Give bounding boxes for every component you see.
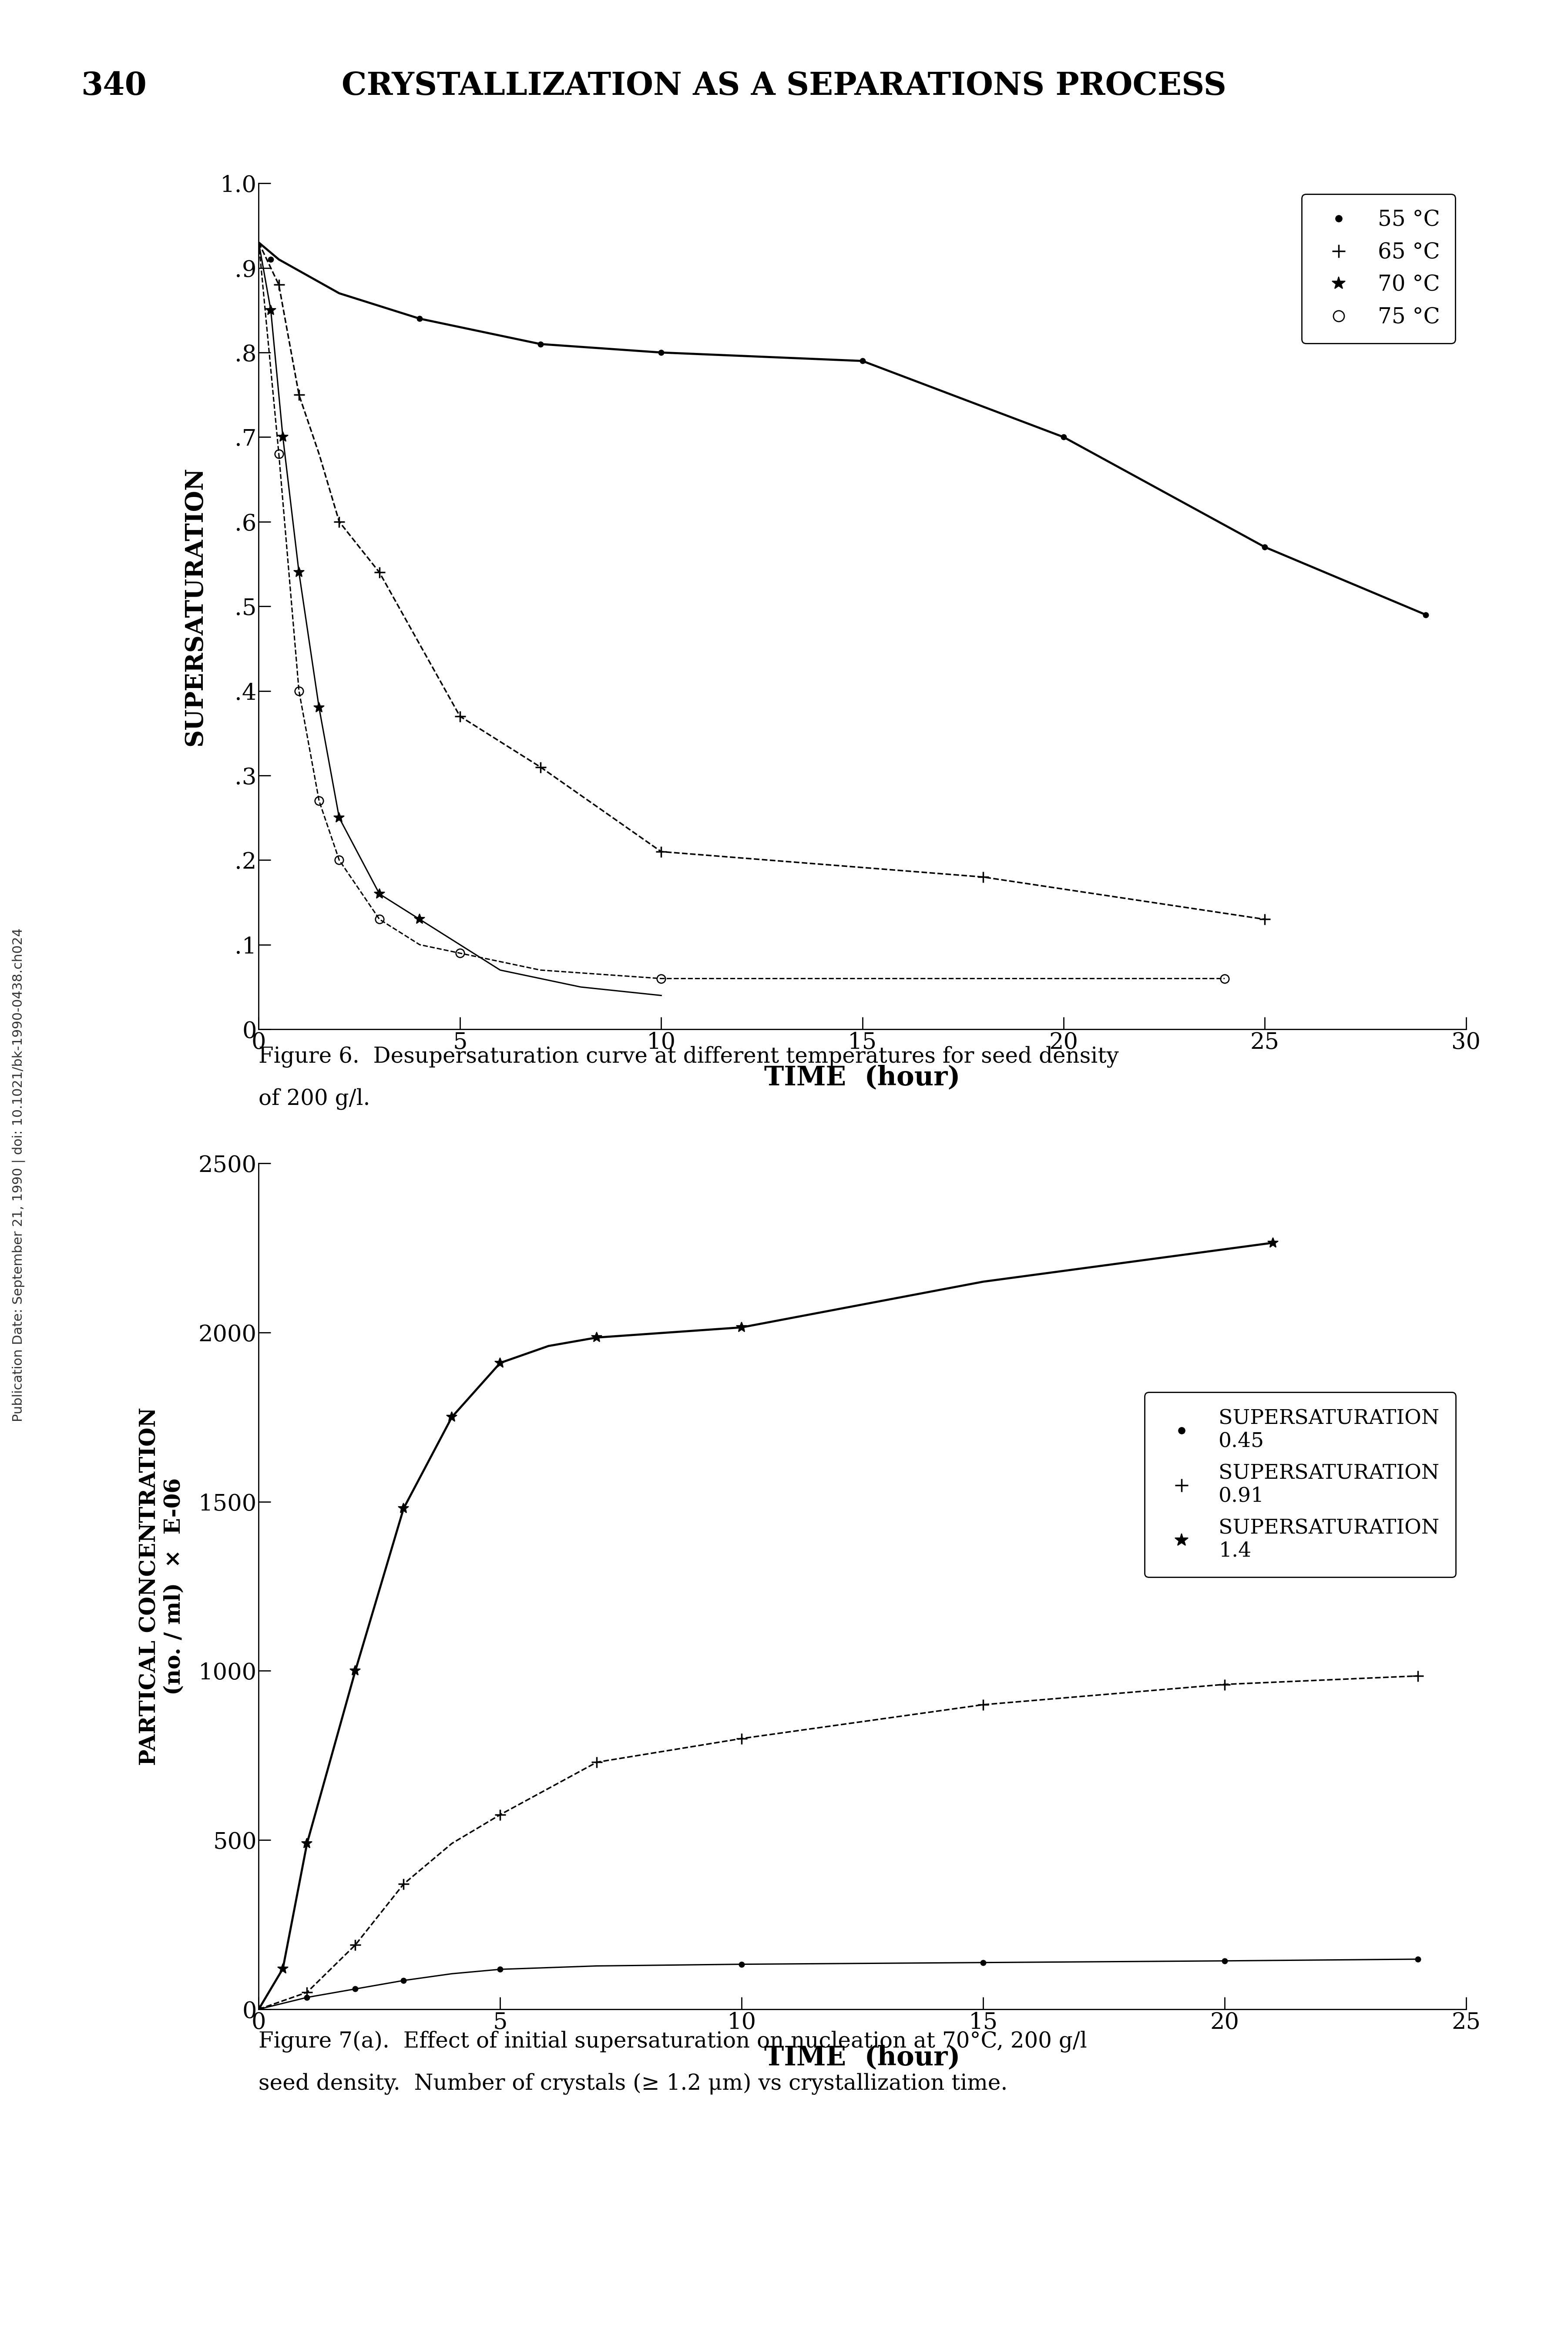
- Text: seed density.  Number of crystals (≥ 1.2 μm) vs crystallization time.: seed density. Number of crystals (≥ 1.2 …: [259, 2073, 1008, 2094]
- Y-axis label: SUPERSATURATION: SUPERSATURATION: [183, 468, 207, 745]
- Text: Figure 7(a).  Effect of initial supersaturation on nucleation at 70°C, 200 g/l: Figure 7(a). Effect of initial supersatu…: [259, 2030, 1087, 2052]
- Text: of 200 g/l.: of 200 g/l.: [259, 1088, 370, 1109]
- Text: CRYSTALLIZATION AS A SEPARATIONS PROCESS: CRYSTALLIZATION AS A SEPARATIONS PROCESS: [342, 70, 1226, 101]
- Legend: SUPERSATURATION
0.45, SUPERSATURATION
0.91, SUPERSATURATION
1.4: SUPERSATURATION 0.45, SUPERSATURATION 0.…: [1145, 1391, 1455, 1577]
- Text: Figure 6.  Desupersaturation curve at different temperatures for seed density: Figure 6. Desupersaturation curve at dif…: [259, 1046, 1120, 1067]
- Legend: 55 °C, 65 °C, 70 °C, 75 °C: 55 °C, 65 °C, 70 °C, 75 °C: [1301, 195, 1455, 343]
- Text: Publication Date: September 21, 1990 | doi: 10.1021/bk-1990-0438.ch024: Publication Date: September 21, 1990 | d…: [13, 928, 25, 1422]
- X-axis label: TIME  (hour): TIME (hour): [764, 2044, 961, 2070]
- X-axis label: TIME  (hour): TIME (hour): [764, 1065, 961, 1090]
- Text: 340: 340: [82, 70, 147, 101]
- Y-axis label: PARTICAL CONCENTRATION
(no. / ml)  ×  E-06: PARTICAL CONCENTRATION (no. / ml) × E-06: [140, 1408, 185, 1765]
